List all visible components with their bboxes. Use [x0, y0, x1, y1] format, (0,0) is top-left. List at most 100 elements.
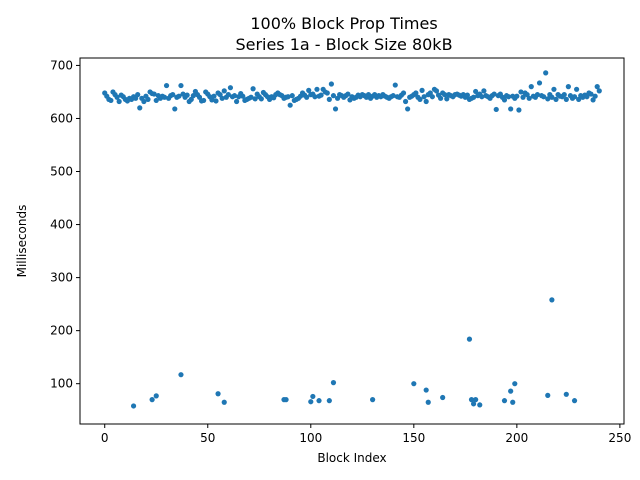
- data-point: [596, 88, 602, 94]
- data-point: [501, 97, 508, 103]
- data-point: [227, 85, 234, 91]
- data-point: [328, 81, 334, 87]
- data-point: [326, 96, 332, 102]
- data-point: [176, 93, 182, 99]
- data-point: [318, 92, 324, 98]
- data-point: [370, 397, 376, 403]
- data-point: [501, 398, 508, 404]
- data-point: [423, 387, 429, 393]
- data-point: [411, 381, 417, 387]
- data-point: [184, 92, 190, 98]
- data-point: [493, 106, 499, 113]
- x-tick-label: 0: [101, 431, 109, 445]
- data-point: [231, 93, 238, 99]
- data-point: [172, 106, 178, 112]
- y-tick-label: 700: [50, 58, 73, 72]
- data-point: [491, 91, 497, 97]
- x-tick-label: 150: [402, 431, 425, 445]
- data-point: [215, 391, 221, 397]
- data-point: [248, 94, 254, 100]
- data-point: [201, 97, 207, 104]
- y-tick-label: 400: [50, 218, 73, 232]
- data-point: [594, 84, 600, 90]
- data-point: [543, 70, 549, 76]
- data-point: [405, 106, 411, 112]
- data-point: [161, 94, 168, 100]
- x-tick-label: 250: [608, 431, 631, 445]
- data-point: [514, 93, 520, 99]
- data-point: [312, 94, 318, 100]
- data-point: [289, 93, 295, 99]
- data-point: [108, 97, 114, 104]
- data-point: [473, 397, 479, 403]
- y-tick-label: 300: [50, 271, 73, 285]
- data-point: [571, 398, 578, 404]
- data-point: [153, 97, 159, 104]
- data-point: [508, 106, 514, 112]
- data-point: [479, 94, 485, 100]
- data-point: [225, 92, 231, 98]
- data-point: [419, 87, 425, 93]
- data-point: [549, 297, 555, 303]
- data-point: [464, 92, 470, 98]
- data-point: [551, 86, 557, 92]
- data-point: [130, 403, 137, 409]
- data-point: [506, 94, 512, 100]
- data-point: [413, 90, 419, 96]
- data-point: [149, 397, 155, 403]
- data-point: [423, 98, 429, 105]
- data-point: [442, 92, 448, 98]
- data-point: [392, 82, 398, 88]
- data-point: [545, 392, 551, 398]
- data-point: [324, 90, 330, 96]
- data-point: [345, 91, 351, 97]
- data-point: [508, 388, 514, 394]
- data-point: [470, 94, 477, 100]
- data-point: [565, 84, 571, 90]
- data-point: [528, 84, 534, 90]
- data-point: [310, 393, 316, 400]
- data-point: [545, 96, 551, 102]
- data-point: [153, 393, 159, 399]
- data-point: [211, 93, 217, 99]
- data-point: [536, 80, 543, 86]
- data-point: [170, 92, 176, 98]
- data-point: [240, 93, 246, 99]
- data-point: [163, 82, 170, 89]
- data-point: [390, 93, 396, 99]
- chart-subtitle: Series 1a - Block Size 80kB: [235, 35, 452, 54]
- data-point: [438, 95, 444, 101]
- data-point: [316, 398, 322, 404]
- data-point: [444, 96, 450, 102]
- y-axis-ticks: 100 200 300 400 500 600 700: [50, 58, 80, 391]
- data-point: [466, 336, 473, 342]
- data-point: [151, 91, 157, 97]
- plot-frame: [79, 57, 625, 425]
- data-point: [306, 87, 312, 93]
- data-point: [145, 96, 151, 102]
- data-point: [541, 94, 547, 100]
- data-point: [571, 94, 578, 100]
- data-point: [481, 88, 487, 94]
- data-point: [518, 89, 524, 95]
- data-point: [421, 94, 427, 100]
- data-point: [425, 399, 431, 405]
- data-point: [473, 88, 479, 95]
- data-point: [221, 88, 227, 94]
- data-point: [510, 399, 516, 405]
- data-point: [553, 96, 559, 102]
- data-point: [561, 92, 567, 98]
- data-point: [114, 94, 120, 100]
- data-point: [417, 96, 423, 102]
- x-axis-label: Block Index: [317, 451, 386, 465]
- data-point: [326, 398, 332, 404]
- y-tick-label: 600: [50, 111, 73, 125]
- data-point: [258, 96, 264, 102]
- data-point: [141, 98, 147, 105]
- data-point: [283, 397, 289, 403]
- data-point: [402, 98, 409, 105]
- data-point: [534, 92, 541, 98]
- data-point: [330, 93, 337, 99]
- data-point: [332, 106, 339, 112]
- data-point: [563, 96, 569, 102]
